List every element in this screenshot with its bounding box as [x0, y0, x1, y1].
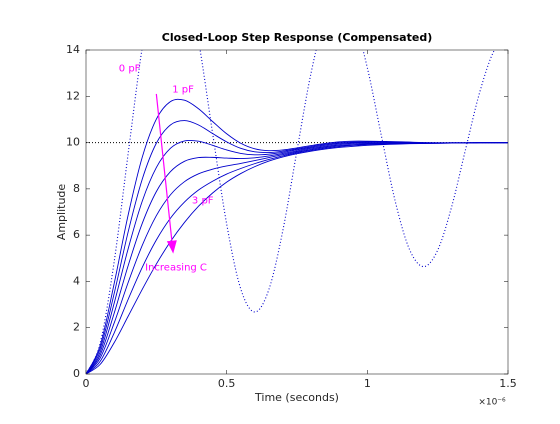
- series-line: [86, 142, 508, 374]
- lines: [86, 50, 508, 374]
- arrow-head: [166, 240, 177, 254]
- axes-box: [85, 49, 509, 375]
- y-tick-label: 4: [73, 274, 80, 287]
- y-axis-label: Amplitude: [55, 184, 68, 241]
- x-tick-label: 1: [364, 377, 371, 390]
- y-tick-label: 14: [66, 43, 80, 56]
- annotation: 1 pF: [172, 84, 194, 95]
- x-tick-label: 0: [83, 377, 90, 390]
- y-tick-label: 0: [73, 367, 80, 380]
- annotation: 0 pF: [119, 64, 141, 75]
- annotation: Increasing C: [145, 263, 207, 274]
- y-tick-label: 12: [66, 89, 80, 102]
- chart-title: Closed-Loop Step Response (Compensated): [162, 31, 432, 44]
- y-tick-label: 6: [73, 228, 80, 241]
- annotations: 0 pF 1 pF 3 pF Increasing C: [119, 64, 214, 274]
- ticks: 0 2 4 6 8 10 12 14 0 0.5 1 1.5: [66, 43, 517, 390]
- y-tick-label: 10: [66, 136, 80, 149]
- annotation: 3 pF: [192, 195, 214, 206]
- arrow-shaft: [155, 93, 173, 241]
- plot-area: [86, 50, 508, 374]
- y-tick-label: 8: [73, 182, 80, 195]
- x-axis-label: Time (seconds): [254, 391, 339, 404]
- x-exponent-label: ×10⁻⁶: [478, 398, 506, 408]
- x-tick-label: 1.5: [499, 377, 517, 390]
- x-tick-label: 0.5: [218, 377, 236, 390]
- y-tick-label: 2: [73, 321, 80, 334]
